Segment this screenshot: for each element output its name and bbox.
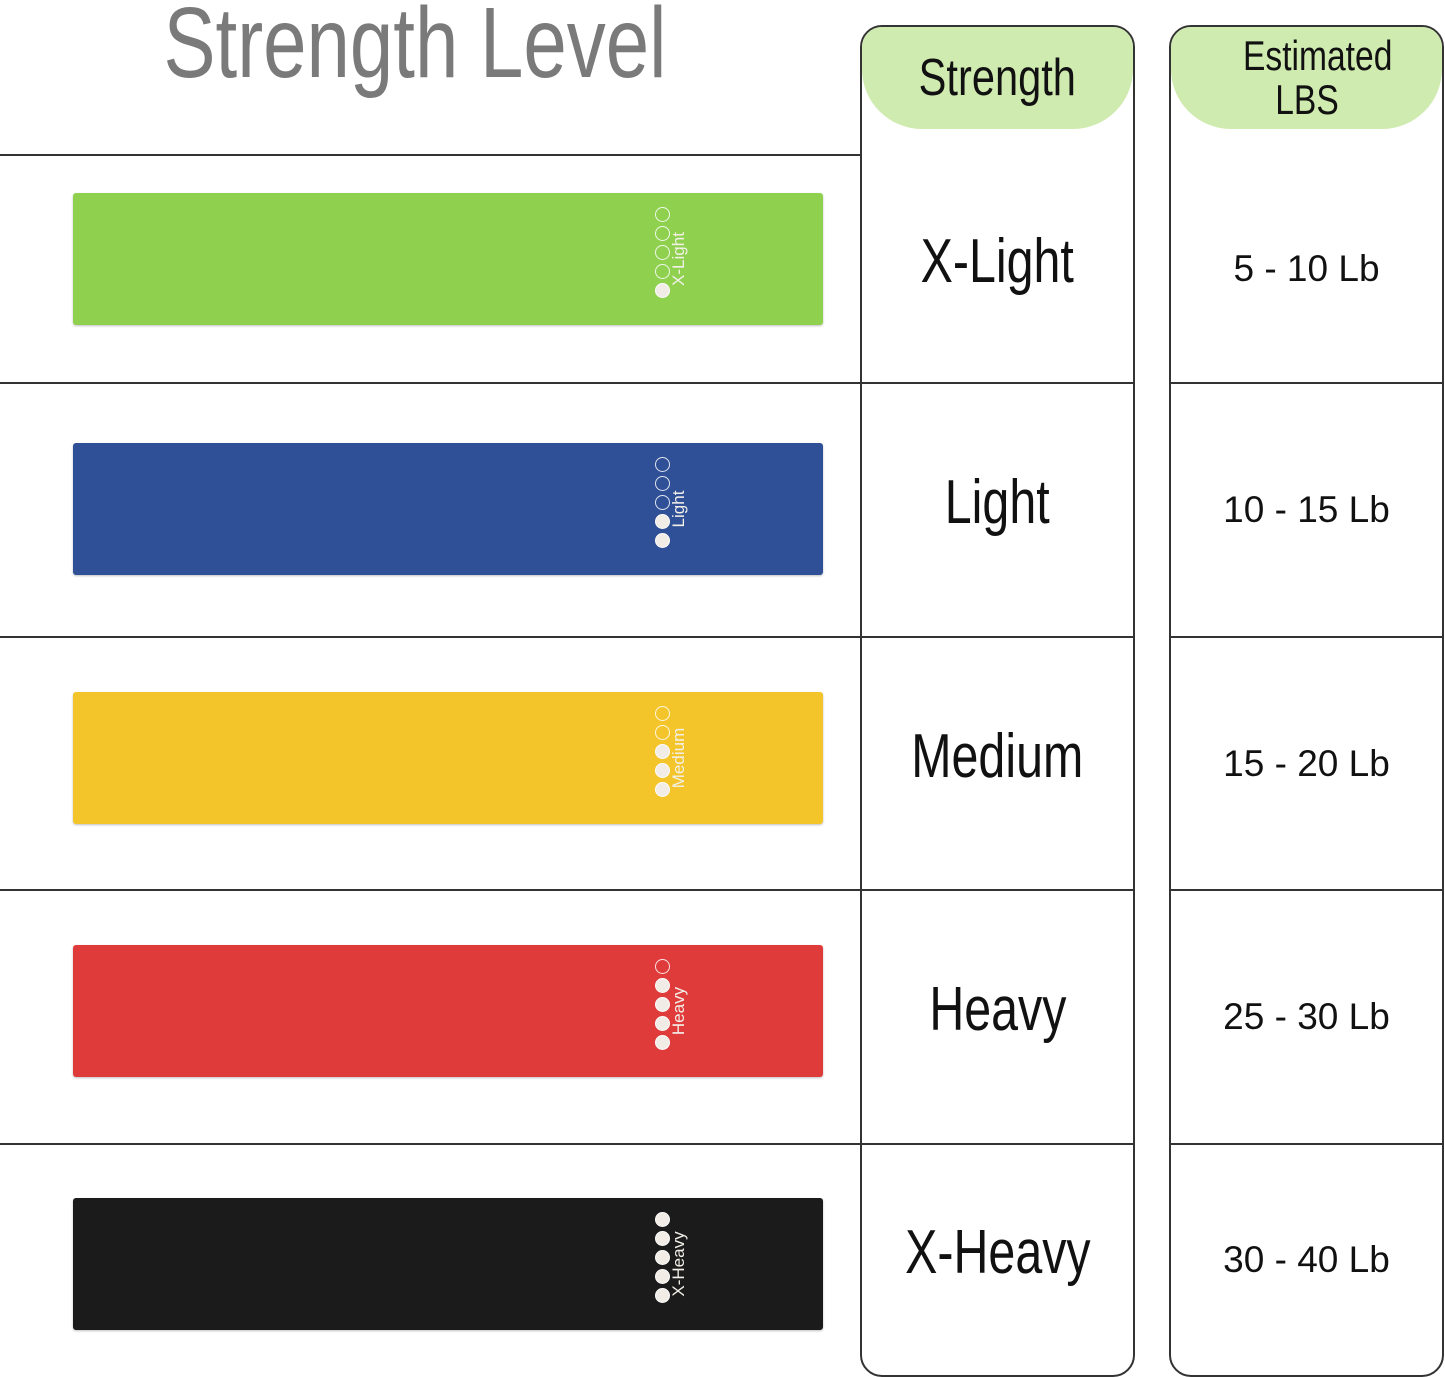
row-divider	[1171, 382, 1442, 384]
resistance-band: Light	[73, 443, 823, 575]
lbs-value: 15 - 20 Lb	[1223, 742, 1390, 784]
level-dot	[655, 725, 670, 740]
resistance-band: X-Light	[73, 193, 823, 325]
strength-column: Strength X-Light Light Medium Heavy X-Heavy	[860, 25, 1135, 1377]
lbs-header-label: Estimated LBS	[1242, 32, 1392, 123]
strength-cell: Heavy	[862, 974, 1133, 1045]
row-divider	[0, 636, 861, 638]
row-divider	[862, 889, 1133, 891]
row-divider	[0, 154, 861, 156]
resistance-band: Heavy	[73, 945, 823, 1077]
lbs-value: 10 - 15 Lb	[1223, 489, 1390, 530]
strength-cell: Light	[862, 467, 1133, 538]
level-dot	[655, 997, 670, 1012]
level-dot	[655, 495, 670, 510]
level-dots	[655, 959, 670, 1050]
level-dot	[655, 1250, 670, 1265]
level-dot	[655, 226, 670, 241]
level-dots	[655, 457, 670, 548]
level-dot	[655, 245, 670, 260]
level-dot	[655, 207, 670, 222]
band-label: X-Light	[669, 232, 688, 286]
band-label: Light	[669, 490, 688, 528]
strength-header: Strength	[862, 27, 1133, 129]
strength-header-label: Strength	[918, 49, 1077, 107]
level-dot	[655, 533, 670, 548]
lbs-value: 30 - 40 Lb	[1223, 1238, 1390, 1280]
lbs-column: Estimated LBS 5 - 10 Lb 10 - 15 Lb 15 - 20…	[1169, 25, 1444, 1377]
lbs-cell: 30 - 40 Lb	[1171, 1239, 1442, 1281]
level-dot	[655, 264, 670, 279]
level-dot	[655, 1212, 670, 1227]
level-dot	[655, 1269, 670, 1284]
strength-value: Heavy	[928, 975, 1067, 1044]
row-divider	[862, 382, 1133, 384]
row-divider	[862, 636, 1133, 638]
resistance-band: Medium	[73, 692, 823, 824]
strength-cell: Medium	[862, 721, 1133, 792]
lbs-cell: 15 - 20 Lb	[1171, 743, 1442, 785]
level-dot	[655, 1016, 670, 1031]
row-divider	[1171, 1143, 1442, 1145]
level-dots	[655, 706, 670, 797]
level-dots	[655, 207, 670, 298]
level-dot	[655, 978, 670, 993]
row-divider	[862, 1143, 1133, 1145]
level-dot	[655, 1231, 670, 1246]
band-label: X-Heavy	[669, 1231, 688, 1297]
level-dot	[655, 763, 670, 778]
lbs-cell: 25 - 30 Lb	[1171, 996, 1442, 1038]
lbs-value: 25 - 30 Lb	[1223, 996, 1390, 1037]
strength-value: Medium	[911, 721, 1084, 791]
lbs-value: 5 - 10 Lb	[1233, 248, 1380, 289]
resistance-band: X-Heavy	[73, 1198, 823, 1330]
band-label: Medium	[669, 727, 688, 789]
level-dot	[655, 1288, 670, 1303]
strength-value: X-Heavy	[904, 1217, 1091, 1287]
level-dots	[655, 1212, 670, 1303]
level-dot	[655, 476, 670, 491]
strength-value: Light	[945, 468, 1050, 537]
level-dot	[655, 283, 670, 298]
row-divider	[0, 889, 861, 891]
level-dot	[655, 782, 670, 797]
lbs-header: Estimated LBS	[1171, 27, 1442, 129]
lbs-cell: 5 - 10 Lb	[1171, 248, 1442, 290]
strength-cell: X-Light	[862, 226, 1133, 297]
strength-value: X-Light	[920, 227, 1075, 296]
level-dot	[655, 706, 670, 721]
level-dot	[655, 1035, 670, 1050]
level-dot	[655, 457, 670, 472]
row-divider	[1171, 636, 1442, 638]
row-divider	[0, 382, 861, 384]
page-title: Strength Level	[163, 0, 667, 99]
lbs-cell: 10 - 15 Lb	[1171, 489, 1442, 531]
row-divider	[0, 1143, 861, 1145]
strength-cell: X-Heavy	[862, 1217, 1133, 1288]
level-dot	[655, 744, 670, 759]
row-divider	[1171, 889, 1442, 891]
level-dot	[655, 959, 670, 974]
band-label: Heavy	[669, 986, 688, 1036]
level-dot	[655, 514, 670, 529]
